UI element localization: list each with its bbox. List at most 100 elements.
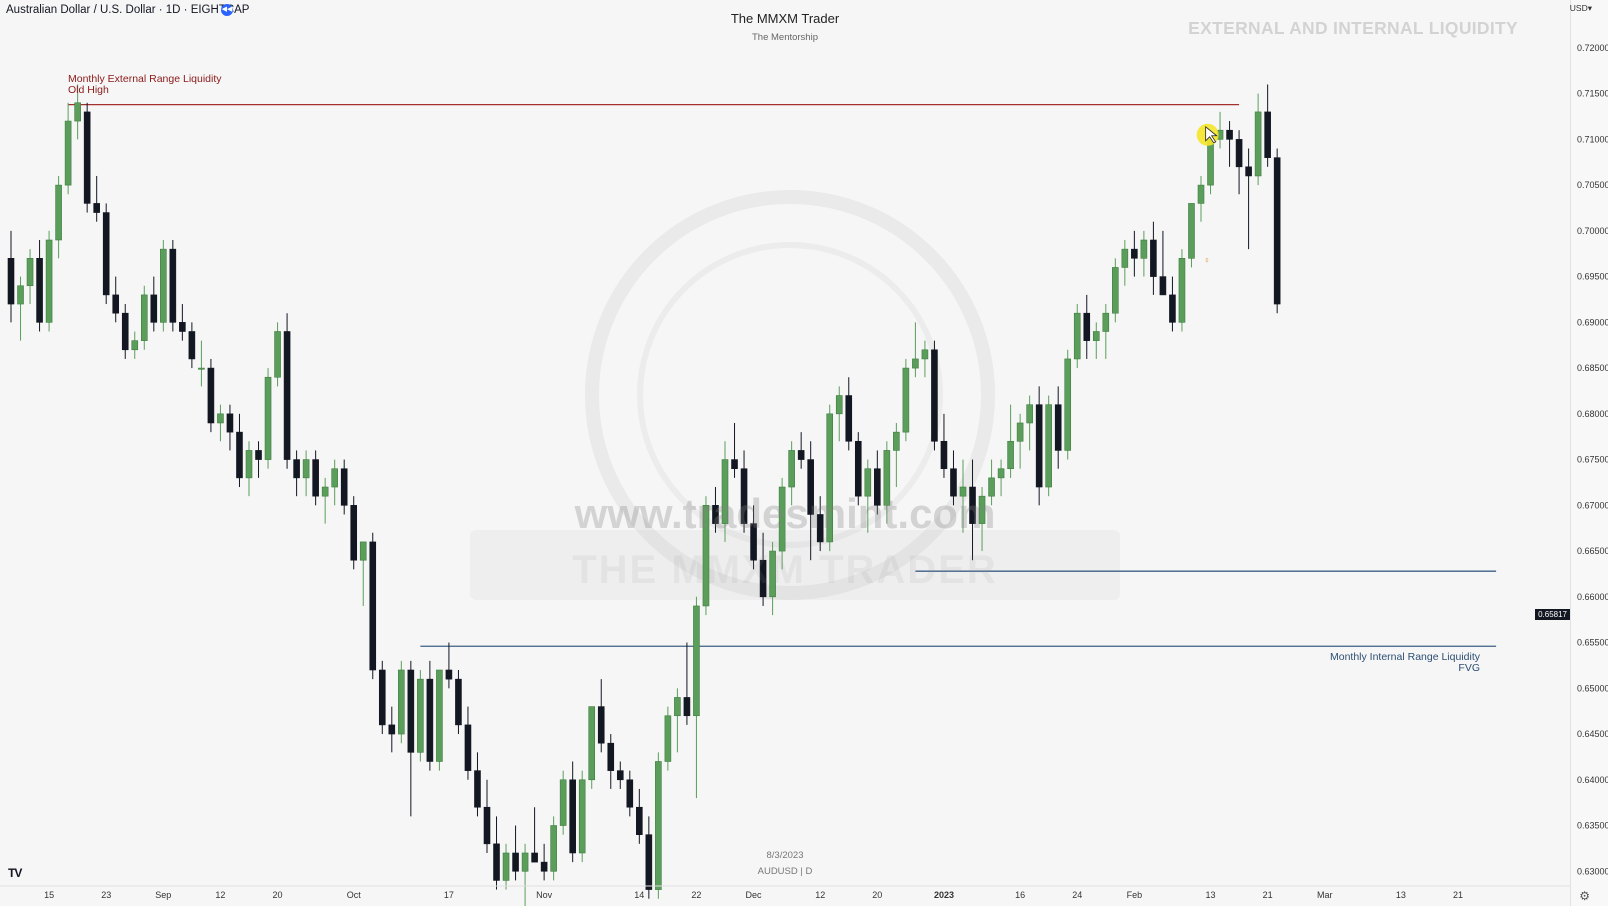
candle-body xyxy=(683,697,691,717)
candle-73 xyxy=(702,496,710,616)
candle-100 xyxy=(959,459,967,533)
time-tick-5: Oct xyxy=(347,890,362,900)
candle-body xyxy=(207,367,215,424)
currency-label: USD xyxy=(1569,3,1588,13)
candle-body xyxy=(740,468,748,524)
time-tick-3: 12 xyxy=(215,890,225,900)
candle-body xyxy=(179,322,186,332)
time-tick-14: 16 xyxy=(1015,890,1025,900)
candle-body xyxy=(645,834,653,890)
time-tick-10: Dec xyxy=(746,890,763,900)
time-tick-20: 13 xyxy=(1396,890,1406,900)
candle-body xyxy=(45,239,53,323)
candle-body xyxy=(569,779,576,854)
candle-body xyxy=(36,257,43,323)
candle-body xyxy=(350,505,358,561)
candle-124 xyxy=(1188,203,1195,268)
candle-42 xyxy=(407,660,415,817)
candle-16 xyxy=(160,240,167,332)
candle-body xyxy=(540,861,548,872)
candle-67 xyxy=(645,816,653,899)
price-tick-12: 0.66000 xyxy=(1577,592,1608,602)
candle-body xyxy=(293,459,300,479)
candle-133 xyxy=(1273,148,1281,314)
candle-117 xyxy=(1121,240,1129,286)
price-tick-0: 0.72000 xyxy=(1577,43,1608,53)
candle-1 xyxy=(17,276,24,341)
candle-body xyxy=(1035,404,1043,488)
candle-body xyxy=(750,523,757,561)
candle-113 xyxy=(1083,294,1091,359)
candle-5 xyxy=(55,175,62,259)
brand-subtitle: The Mentorship xyxy=(751,32,818,43)
candle-body xyxy=(778,486,786,552)
candle-87 xyxy=(835,386,843,442)
symbol-title[interactable]: Australian Dollar / U.S. Dollar · 1D · E… xyxy=(6,4,250,16)
headline-text: EXTERNAL AND INTERNAL LIQUIDITY xyxy=(1188,18,1518,38)
currency-selector[interactable]: USD▾ xyxy=(1570,3,1592,14)
candle-body xyxy=(407,669,415,753)
tradingview-logo-icon[interactable]: TV xyxy=(8,866,22,880)
time-tick-13: 2023 xyxy=(934,890,954,900)
candle-84 xyxy=(807,441,814,561)
candle-body xyxy=(816,514,824,543)
candle-20 xyxy=(198,340,205,387)
candle-78 xyxy=(750,505,757,570)
candle-body xyxy=(474,770,481,808)
candles xyxy=(7,84,1281,906)
candle-body xyxy=(64,120,72,186)
candle-66 xyxy=(636,788,643,844)
candle-body xyxy=(264,376,272,460)
time-tick-18: 21 xyxy=(1263,890,1273,900)
candle-129 xyxy=(1235,130,1243,195)
candle-body xyxy=(940,440,948,470)
candle-body xyxy=(1197,184,1205,204)
candle-119 xyxy=(1140,230,1148,277)
candle-body xyxy=(1235,139,1243,168)
candle-132 xyxy=(1264,84,1271,167)
time-tick-6: 17 xyxy=(444,890,454,900)
gear-icon[interactable]: ⚙ xyxy=(1579,889,1590,903)
candle-body xyxy=(826,413,834,543)
candle-body xyxy=(1131,248,1138,259)
candle-body xyxy=(74,102,81,122)
price-axis-background[interactable] xyxy=(1570,0,1608,906)
candle-29 xyxy=(283,313,291,469)
candle-body xyxy=(1159,276,1167,296)
price-tick-11: 0.66500 xyxy=(1577,546,1608,556)
candle-27 xyxy=(264,368,272,469)
candle-12 xyxy=(121,304,129,359)
candle-121 xyxy=(1159,230,1167,296)
candle-body xyxy=(578,779,586,854)
candle-body xyxy=(1045,404,1052,488)
candle-body xyxy=(1178,257,1186,323)
candle-108 xyxy=(1035,386,1043,506)
time-tick-12: 20 xyxy=(872,890,882,900)
chevron-down-icon: ▾ xyxy=(1587,3,1592,13)
candle-19 xyxy=(188,322,196,369)
candle-83 xyxy=(797,432,805,469)
candle-107 xyxy=(1026,395,1033,451)
replay-icon[interactable]: ◀◀ xyxy=(221,4,233,16)
candle-body xyxy=(1207,139,1214,186)
candle-body xyxy=(464,724,472,771)
candle-32 xyxy=(312,450,319,506)
candle-110 xyxy=(1054,386,1062,469)
time-tick-15: 24 xyxy=(1072,890,1082,900)
candle-43 xyxy=(417,670,424,762)
candle-body xyxy=(921,349,929,360)
price-tick-4: 0.70000 xyxy=(1577,226,1608,236)
price-tick-18: 0.63000 xyxy=(1577,866,1608,876)
watermark-emblem-inner-ring xyxy=(637,242,943,548)
candle-58 xyxy=(559,770,567,835)
candle-body xyxy=(359,541,367,561)
candle-body xyxy=(302,459,310,479)
candle-body xyxy=(1026,404,1033,424)
candle-body xyxy=(388,724,396,735)
candle-15 xyxy=(150,276,158,332)
price-tick-17: 0.63500 xyxy=(1577,821,1608,831)
candle-body xyxy=(607,742,615,771)
candle-body xyxy=(655,761,662,890)
